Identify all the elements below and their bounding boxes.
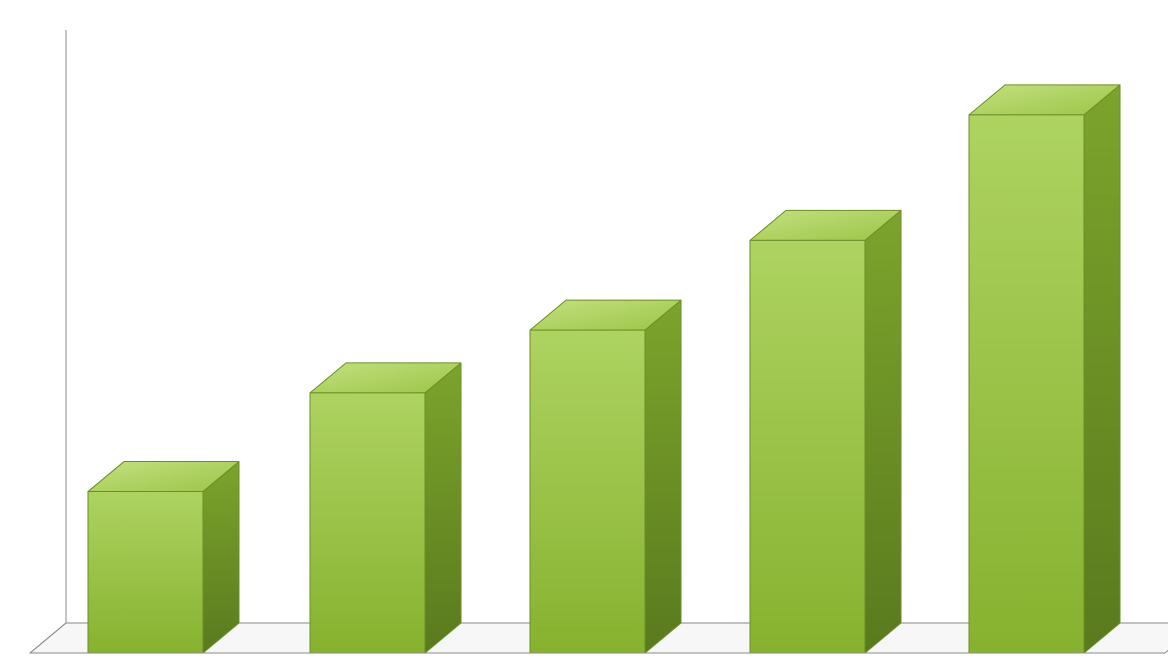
bar-front [530,330,645,653]
bar-1 [88,462,239,653]
bar-side [645,300,681,653]
bar-side [1084,85,1120,653]
bar-5 [969,85,1120,653]
bar-side [425,363,461,653]
bar-2 [310,363,461,653]
bar-3 [530,300,681,653]
bar-front [969,115,1084,653]
bar-front [88,492,203,653]
bar-front [310,393,425,653]
bar-side [203,462,239,653]
bar-front [750,240,865,653]
bar-chart-3d [0,0,1168,668]
bar-4 [750,210,901,653]
bar-side [865,210,901,653]
